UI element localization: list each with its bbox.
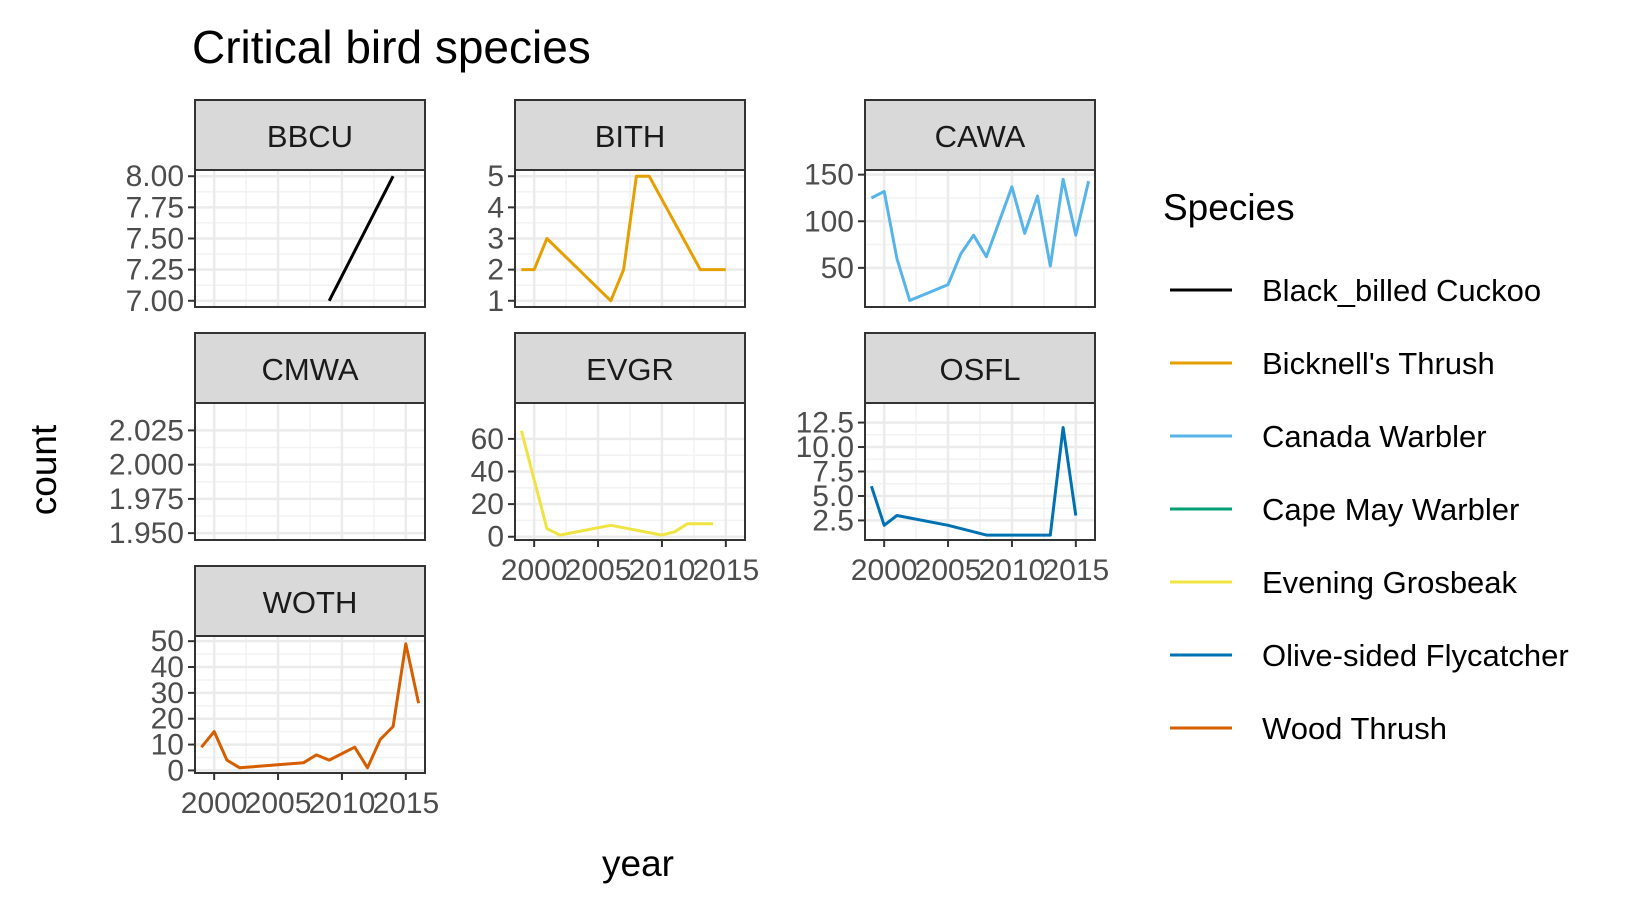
y-tick-label: 20 <box>151 703 184 736</box>
legend-label: Olive-sided Flycatcher <box>1262 638 1569 673</box>
y-tick-label: 0 <box>167 754 184 787</box>
facet-strip-label: CMWA <box>262 352 359 387</box>
panel-border <box>864 169 1096 308</box>
legend-item-woth: Wood Thrush <box>1170 711 1447 746</box>
series-line-bbcu <box>327 175 395 302</box>
y-tick-label: 10 <box>151 729 184 762</box>
x-tick-label: 2015 <box>372 787 439 820</box>
y-tick-label: 150 <box>804 159 854 192</box>
y-tick-label: 50 <box>151 625 184 658</box>
facet-strip <box>864 99 1096 171</box>
legend-label: Bicknell's Thrush <box>1262 346 1495 381</box>
facet-panels: BBCU7.007.257.507.758.00BITH12345CAWA501… <box>109 99 1109 820</box>
facet-strip-label: EVGR <box>586 352 674 387</box>
legend: Species Black_billed Cuckoo Bicknell's Th… <box>1163 187 1569 746</box>
x-tick-label: 2000 <box>501 554 568 587</box>
y-tick-label: 2.000 <box>109 449 184 482</box>
y-tick-label: 1 <box>487 285 504 318</box>
y-tick-label: 7.75 <box>126 191 184 224</box>
legend-item-osfl: Olive-sided Flycatcher <box>1170 638 1569 673</box>
x-tick-label: 2005 <box>565 554 632 587</box>
facet-panel-bbcu: BBCU 7.007.257.507.758.00 <box>126 99 426 318</box>
y-tick-label: 7.5 <box>812 456 854 489</box>
y-tick-label: 0 <box>487 521 504 554</box>
y-axis-title: count <box>23 424 64 515</box>
legend-label: Wood Thrush <box>1262 711 1447 746</box>
facet-strip-label: BBCU <box>267 119 353 154</box>
x-tick-label: 2015 <box>1042 554 1109 587</box>
y-tick-label: 7.50 <box>126 223 184 256</box>
panel-border <box>194 402 426 541</box>
facet-strip <box>514 332 746 404</box>
facet-strip-label: OSFL <box>940 352 1021 387</box>
y-tick-label: 1.950 <box>109 517 184 550</box>
legend-label: Black_billed Cuckoo <box>1262 273 1541 308</box>
chart-title: Critical bird species <box>192 21 591 73</box>
x-tick-label: 2005 <box>245 787 312 820</box>
legend-label: Evening Grosbeak <box>1262 565 1518 600</box>
y-tick-label: 20 <box>471 488 504 521</box>
y-tick-label: 10.0 <box>796 431 854 464</box>
x-axis-title: year <box>602 843 674 884</box>
y-tick-label: 4 <box>487 191 504 224</box>
y-tick-label: 5.0 <box>812 480 854 513</box>
legend-item-cawa: Canada Warbler <box>1170 419 1487 454</box>
x-tick-label: 2010 <box>309 787 376 820</box>
x-tick-label: 2010 <box>629 554 696 587</box>
x-tick-label: 2015 <box>692 554 759 587</box>
legend-label: Cape May Warbler <box>1262 492 1519 527</box>
y-tick-label: 7.00 <box>126 285 184 318</box>
facet-strip-label: WOTH <box>263 585 358 620</box>
y-tick-label: 3 <box>487 223 504 256</box>
y-tick-label: 5 <box>487 160 504 193</box>
y-tick-label: 2 <box>487 254 504 287</box>
y-tick-label: 100 <box>804 205 854 238</box>
y-tick-label: 40 <box>471 456 504 489</box>
y-tick-label: 1.975 <box>109 483 184 516</box>
series-line-woth <box>200 642 421 770</box>
facet-strip <box>194 332 426 404</box>
legend-label: Canada Warbler <box>1262 419 1487 454</box>
x-tick-label: 2005 <box>915 554 982 587</box>
legend-item-bith: Bicknell's Thrush <box>1170 346 1495 381</box>
y-tick-label: 8.00 <box>126 160 184 193</box>
y-tick-label: 7.25 <box>126 254 184 287</box>
facet-strip <box>514 99 746 171</box>
facet-panel-cawa: CAWA 50 100 150 <box>804 99 1096 308</box>
legend-item-evgr: Evening Grosbeak <box>1170 565 1518 600</box>
y-tick-label: 2.5 <box>812 504 854 537</box>
legend-item-bbcu: Black_billed Cuckoo <box>1170 273 1541 308</box>
y-tick-label: 50 <box>821 252 854 285</box>
y-tick-label: 2.025 <box>109 414 184 447</box>
y-tick-label: 60 <box>471 423 504 456</box>
facet-strip-label: CAWA <box>935 119 1026 154</box>
x-tick-label: 2000 <box>851 554 918 587</box>
x-tick-label: 2010 <box>979 554 1046 587</box>
series-line-cawa <box>870 177 1091 302</box>
series-line-bith <box>521 174 726 303</box>
panel-border <box>194 635 426 774</box>
legend-title: Species <box>1163 187 1295 228</box>
y-tick-label: 30 <box>151 677 184 710</box>
series-line-osfl <box>869 426 1078 537</box>
facet-strip-label: BITH <box>595 119 666 154</box>
y-tick-label: 12.5 <box>796 407 854 440</box>
facet-strip <box>194 99 426 171</box>
x-tick-label: 2000 <box>181 787 248 820</box>
series-line-evgr <box>519 430 714 537</box>
legend-item-cmwa: Cape May Warbler <box>1170 492 1519 527</box>
y-tick-label: 40 <box>151 651 184 684</box>
